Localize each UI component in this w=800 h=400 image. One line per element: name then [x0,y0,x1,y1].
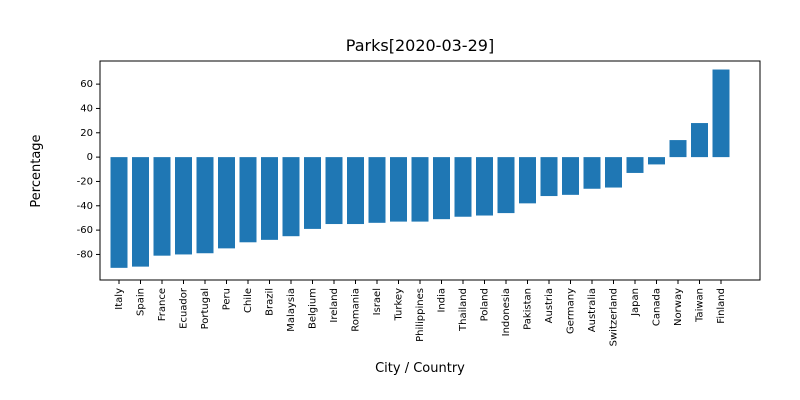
bar-norway [669,140,687,158]
y-tick-label: -60 [77,225,93,236]
bar-portugal [196,157,214,254]
x-tick-label: Taiwan [695,288,706,323]
x-tick-label: Belgium [308,288,319,329]
x-tick-label: Canada [652,288,663,326]
y-tick-label: 0 [87,152,93,163]
bar-france [153,157,171,256]
bar-canada [648,157,665,165]
y-tick-label: 40 [80,103,93,114]
x-tick-label: Indonesia [501,288,512,336]
x-tick-label: Finland [716,288,727,324]
x-tick-label: Pakistan [523,288,534,330]
bar-finland [712,69,730,158]
x-tick-label: Italy [114,288,125,310]
x-tick-label: Malaysia [286,288,297,332]
bar-belgium [304,157,321,229]
bar-malaysia [282,157,300,237]
y-tick-label: 20 [80,128,93,139]
bar-pakistan [519,157,536,204]
chart-title: Parks[2020-03-29] [346,36,494,55]
y-axis-label: Percentage [29,134,44,207]
y-axis: -80 -60 -40 -20 0 20 40 60 [77,79,100,260]
y-tick-label: -80 [77,249,93,260]
x-tick-label: Ecuador [179,287,190,329]
bar-chile [239,157,257,243]
x-tick-label: Ireland [329,288,340,323]
x-tick-label: Philippines [415,288,426,342]
x-tick-label: Chile [243,288,254,313]
x-tick-label: France [157,288,168,321]
bar-brazil [261,157,278,240]
x-tick-label: Spain [136,288,147,316]
bar-japan [626,157,644,173]
bar-romania [347,157,364,225]
x-tick-label: Switzerland [609,288,620,346]
x-tick-label: Japan [630,288,641,317]
bar-switzerland [605,157,622,188]
bar-ireland [325,157,343,225]
bar-turkey [390,157,407,222]
bar-israel [368,157,386,223]
x-axis: Italy Spain France Ecuador Portugal Peru Chile… [114,280,727,346]
bar-indonesia [497,157,515,214]
x-tick-label: Brazil [265,288,276,316]
x-tick-label: Israel [372,288,383,315]
bar-italy [110,157,128,268]
x-axis-label: City / Country [375,361,465,376]
x-tick-label: Poland [480,288,491,321]
x-tick-label: Romania [351,288,362,332]
x-tick-label: Turkey [394,288,405,322]
y-tick-label: -40 [77,201,93,212]
x-tick-label: Germany [566,288,577,334]
bar-thailand [454,157,472,217]
bar-taiwan [691,123,708,158]
bar-austria [540,157,558,197]
bar-poland [476,157,493,216]
bar-germany [562,157,579,195]
x-tick-label: Portugal [200,288,211,329]
y-tick-label: -20 [77,176,93,187]
x-tick-label: Thailand [458,288,469,332]
x-tick-label: Peru [222,288,233,310]
x-tick-label: Austria [544,288,555,323]
plot-frame [99,60,761,281]
bar-australia [583,157,601,189]
bar-ecuador [175,157,192,255]
bar-philippines [411,157,429,222]
bar-peru [218,157,235,249]
bar-india [433,157,450,220]
x-tick-label: Australia [587,288,598,332]
plot-area [110,69,730,268]
y-tick-label: 60 [80,79,93,90]
x-tick-label: Norway [673,288,684,326]
bar-spain [132,157,149,267]
x-tick-label: India [437,288,448,313]
